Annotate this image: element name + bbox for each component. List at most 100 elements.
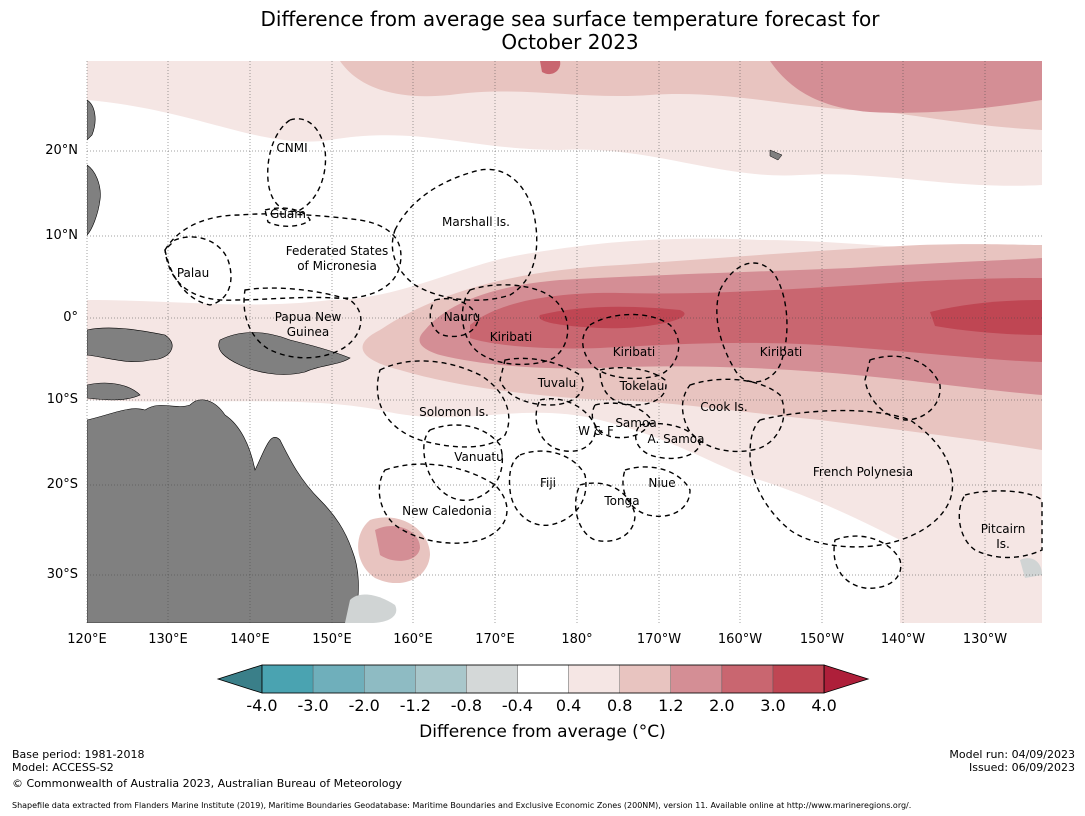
anomaly-warm-2.0-speck <box>540 61 561 75</box>
region-label: Marshall Is. <box>442 215 510 229</box>
region-label: Kiribati <box>613 345 655 359</box>
region-label: W & F <box>578 424 614 438</box>
colorbar-tick-label: -1.2 <box>399 696 431 715</box>
region-label: Tokelau <box>619 379 665 393</box>
longitude-tick-label: 160°E <box>393 632 433 647</box>
region-label: French Polynesia <box>813 465 913 479</box>
latitude-tick-label: 30°S <box>46 567 78 582</box>
eez-tokelau <box>599 367 667 406</box>
region-label: Nauru <box>444 310 480 324</box>
eez-guam <box>264 207 311 227</box>
region-label: A. Samoa <box>648 432 705 446</box>
eez-tuvalu <box>499 357 584 406</box>
longitude-tick-label: 120°E <box>67 632 107 647</box>
eez-french-polynesia-marquesas <box>864 355 941 421</box>
anomaly-warm-3.0-west <box>539 306 685 329</box>
colorbar-tick-label: 0.4 <box>555 696 582 715</box>
colorbar-tick-label: 2.0 <box>709 696 735 715</box>
anomaly-warm-2.0-tongue <box>470 278 1042 362</box>
eez-kiribati-line <box>716 262 788 383</box>
latitude-tick-label: 10°N <box>45 228 78 243</box>
title-line-1: Difference from average sea surface temp… <box>260 7 880 31</box>
eez-french-polynesia-austral <box>833 535 902 589</box>
eez-solomon <box>376 360 510 448</box>
eez-cook <box>681 378 785 453</box>
region-label: Vanuatu <box>454 450 504 464</box>
eez-kiribati-gilbert <box>461 284 569 366</box>
indonesia-land <box>87 327 173 363</box>
colorbar-tick-label: 0.8 <box>606 696 633 715</box>
longitude-tick-label: 130°W <box>962 632 1008 647</box>
footer-shapefile-credit: Shapefile data extracted from Flanders M… <box>12 801 912 810</box>
colorbar-tick-label: -2.0 <box>348 696 380 715</box>
eez-tonga <box>574 482 636 542</box>
region-label: Is. <box>996 537 1010 551</box>
eez-vanuatu <box>423 424 504 501</box>
eez-boundaries <box>164 118 1043 589</box>
anomaly-field <box>87 61 1042 623</box>
longitude-tick-label: 150°W <box>799 632 845 647</box>
longitude-tick-label: 160°W <box>717 632 763 647</box>
region-label: Pitcairn <box>981 522 1026 536</box>
region-label: Federated States <box>286 244 388 258</box>
eez-marshall <box>391 168 538 301</box>
eez-pitcairn <box>958 490 1043 559</box>
region-label: Cook Is. <box>700 400 747 414</box>
colorbar-tick-label: -3.0 <box>297 696 329 715</box>
taiwan-land <box>87 99 96 141</box>
australia-land <box>87 399 359 623</box>
anomaly-warm-3.0-east <box>930 300 1042 335</box>
longitude-tick-label: 150°E <box>312 632 352 647</box>
philippines-land <box>87 164 101 236</box>
latitude-tick-label: 10°S <box>46 392 78 407</box>
longitude-tick-label: 130°E <box>148 632 188 647</box>
region-label: Palau <box>177 266 209 280</box>
colorbar-tick-label: -0.4 <box>501 696 534 715</box>
eez-nauru <box>429 298 479 338</box>
anomaly-neutral-north <box>87 100 1042 305</box>
eez-french-polynesia <box>749 409 954 548</box>
timor-land <box>87 382 141 401</box>
latitude-tick-label: 20°N <box>45 143 78 158</box>
region-label: Tonga <box>603 494 639 508</box>
region-label: Kiribati <box>490 330 532 344</box>
latitude-tick-label: 20°S <box>46 477 78 492</box>
ice-patch-east <box>1020 558 1042 578</box>
region-label: Kiribati <box>760 345 802 359</box>
eez-kiribati-phoenix <box>582 313 680 380</box>
region-label: Guam <box>270 207 306 221</box>
anomaly-warm-1.2-north <box>770 61 1042 113</box>
footer-model: Model: ACCESS-S2 <box>12 761 114 774</box>
region-label: Fiji <box>540 476 556 490</box>
colorbar-tick-label: -4.0 <box>246 696 278 715</box>
region-label: Samoa <box>615 416 656 430</box>
eez-wallis-futuna <box>535 398 596 452</box>
eez-new-caledonia <box>378 463 508 544</box>
region-label: Papua New <box>275 310 342 324</box>
eez-palau <box>164 236 232 306</box>
colorbar-tick-label: 4.0 <box>811 696 837 715</box>
region-label: Solomon Is. <box>419 405 489 419</box>
footer-issued: Issued: 06/09/2023 <box>968 761 1075 774</box>
region-label: Tuvalu <box>537 376 577 390</box>
footer-copyright: © Commonwealth of Australia 2023, Austra… <box>12 777 402 790</box>
longitude-tick-label: 170°W <box>636 632 682 647</box>
region-label: of Micronesia <box>297 259 377 273</box>
colorbar-tick-label: 3.0 <box>760 696 786 715</box>
footer-model-run: Model run: 04/09/2023 <box>949 748 1075 761</box>
title-line-2: October 2023 <box>501 30 639 54</box>
region-label: CNMI <box>276 141 307 155</box>
anomaly-warm-1.2-coral-sea <box>375 526 420 561</box>
hawaii-land <box>769 149 783 161</box>
eez-png <box>243 287 362 359</box>
longitude-tick-label: 170°E <box>475 632 515 647</box>
footer-base-period: Base period: 1981-2018 <box>12 748 145 761</box>
new-guinea-land <box>218 332 351 375</box>
graticule <box>86 61 1042 623</box>
colorbar-tick-label: 1.2 <box>658 696 684 715</box>
region-label: Niue <box>648 476 675 490</box>
ice-patch-tasman <box>345 594 397 623</box>
region-label: New Caledonia <box>402 504 492 518</box>
